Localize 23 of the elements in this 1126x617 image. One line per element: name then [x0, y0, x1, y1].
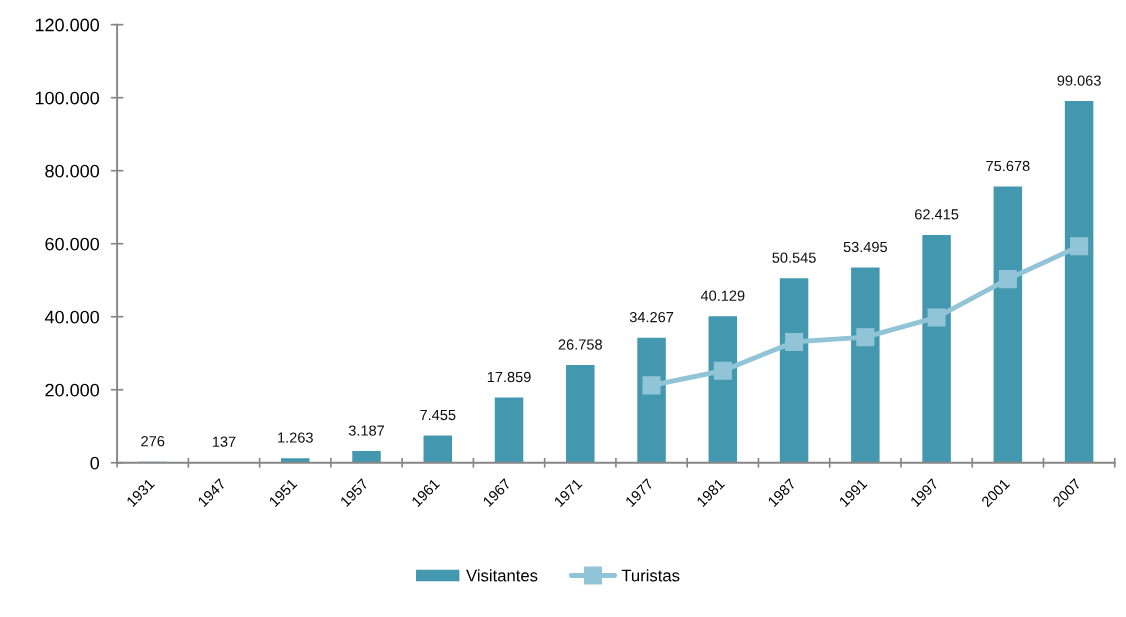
data-label: 26.758: [558, 339, 602, 350]
data-label: 40.129: [700, 290, 745, 301]
y-tick-label: 20.000: [45, 383, 100, 397]
data-label: 137: [212, 436, 236, 447]
y-tick-label: 80.000: [45, 164, 100, 178]
y-tick-label: 60.000: [45, 237, 100, 251]
data-label: 17.859: [487, 371, 531, 383]
y-tick-label: 0: [90, 456, 100, 470]
data-label: 75.678: [986, 160, 1030, 172]
data-label: 1.263: [278, 432, 313, 443]
legend-label: Turistas: [621, 569, 680, 582]
y-tick-label: 100.000: [35, 91, 100, 105]
legend-label: Visitantes: [466, 569, 538, 582]
data-label: 34.267: [629, 311, 674, 323]
data-label: 50.545: [772, 252, 816, 263]
data-label: 62.415: [915, 209, 959, 220]
data-label: 53.495: [843, 241, 888, 253]
y-tick-label: 40.000: [44, 310, 100, 324]
data-label: 276: [141, 436, 165, 447]
data-label: 7.455: [420, 409, 456, 421]
data-label: 99.063: [1057, 75, 1101, 86]
y-tick-label: 120.000: [35, 18, 100, 32]
data-label: 3.187: [348, 425, 385, 436]
